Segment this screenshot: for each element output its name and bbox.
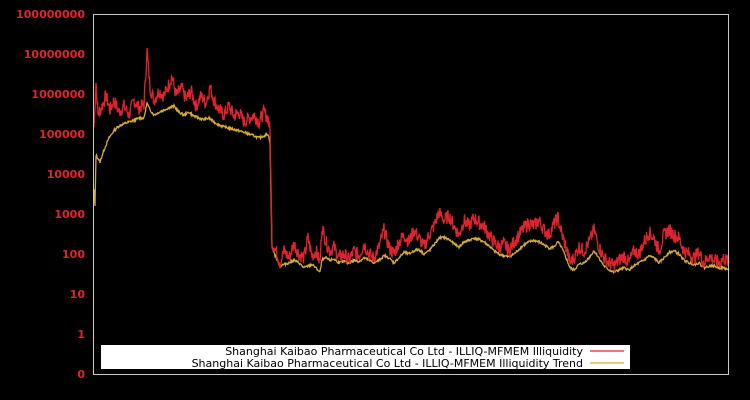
illiquidity-line <box>93 47 730 273</box>
y-tick-label: 10000000 <box>24 48 86 61</box>
y-tick-label: 1000000 <box>31 88 85 101</box>
legend-label-illiquidity: Shanghai Kaibao Pharmaceutical Co Ltd - … <box>225 345 583 358</box>
y-tick-label: 1000 <box>54 208 85 221</box>
y-tick-label: 100000 <box>39 128 85 141</box>
legend: Shanghai Kaibao Pharmaceutical Co Ltd - … <box>101 345 630 370</box>
y-tick-label: 10 <box>70 288 86 301</box>
illiquidity-trend-line <box>93 102 730 275</box>
y-tick-label: 1 <box>77 328 85 341</box>
y-axis-tick-labels: 0 1 10 100 1000 10000 100000 1000000 10000000 100… <box>16 8 85 381</box>
plot-area <box>93 47 730 275</box>
y-tick-label: 0 <box>77 368 85 381</box>
plot-frame <box>93 14 729 375</box>
legend-label-trend: Shanghai Kaibao Pharmaceutical Co Ltd - … <box>192 357 583 370</box>
legend-box <box>101 345 630 369</box>
y-tick-label: 100000000 <box>16 8 85 21</box>
y-tick-label: 10000 <box>47 168 86 181</box>
y-tick-label: 100 <box>62 248 85 261</box>
